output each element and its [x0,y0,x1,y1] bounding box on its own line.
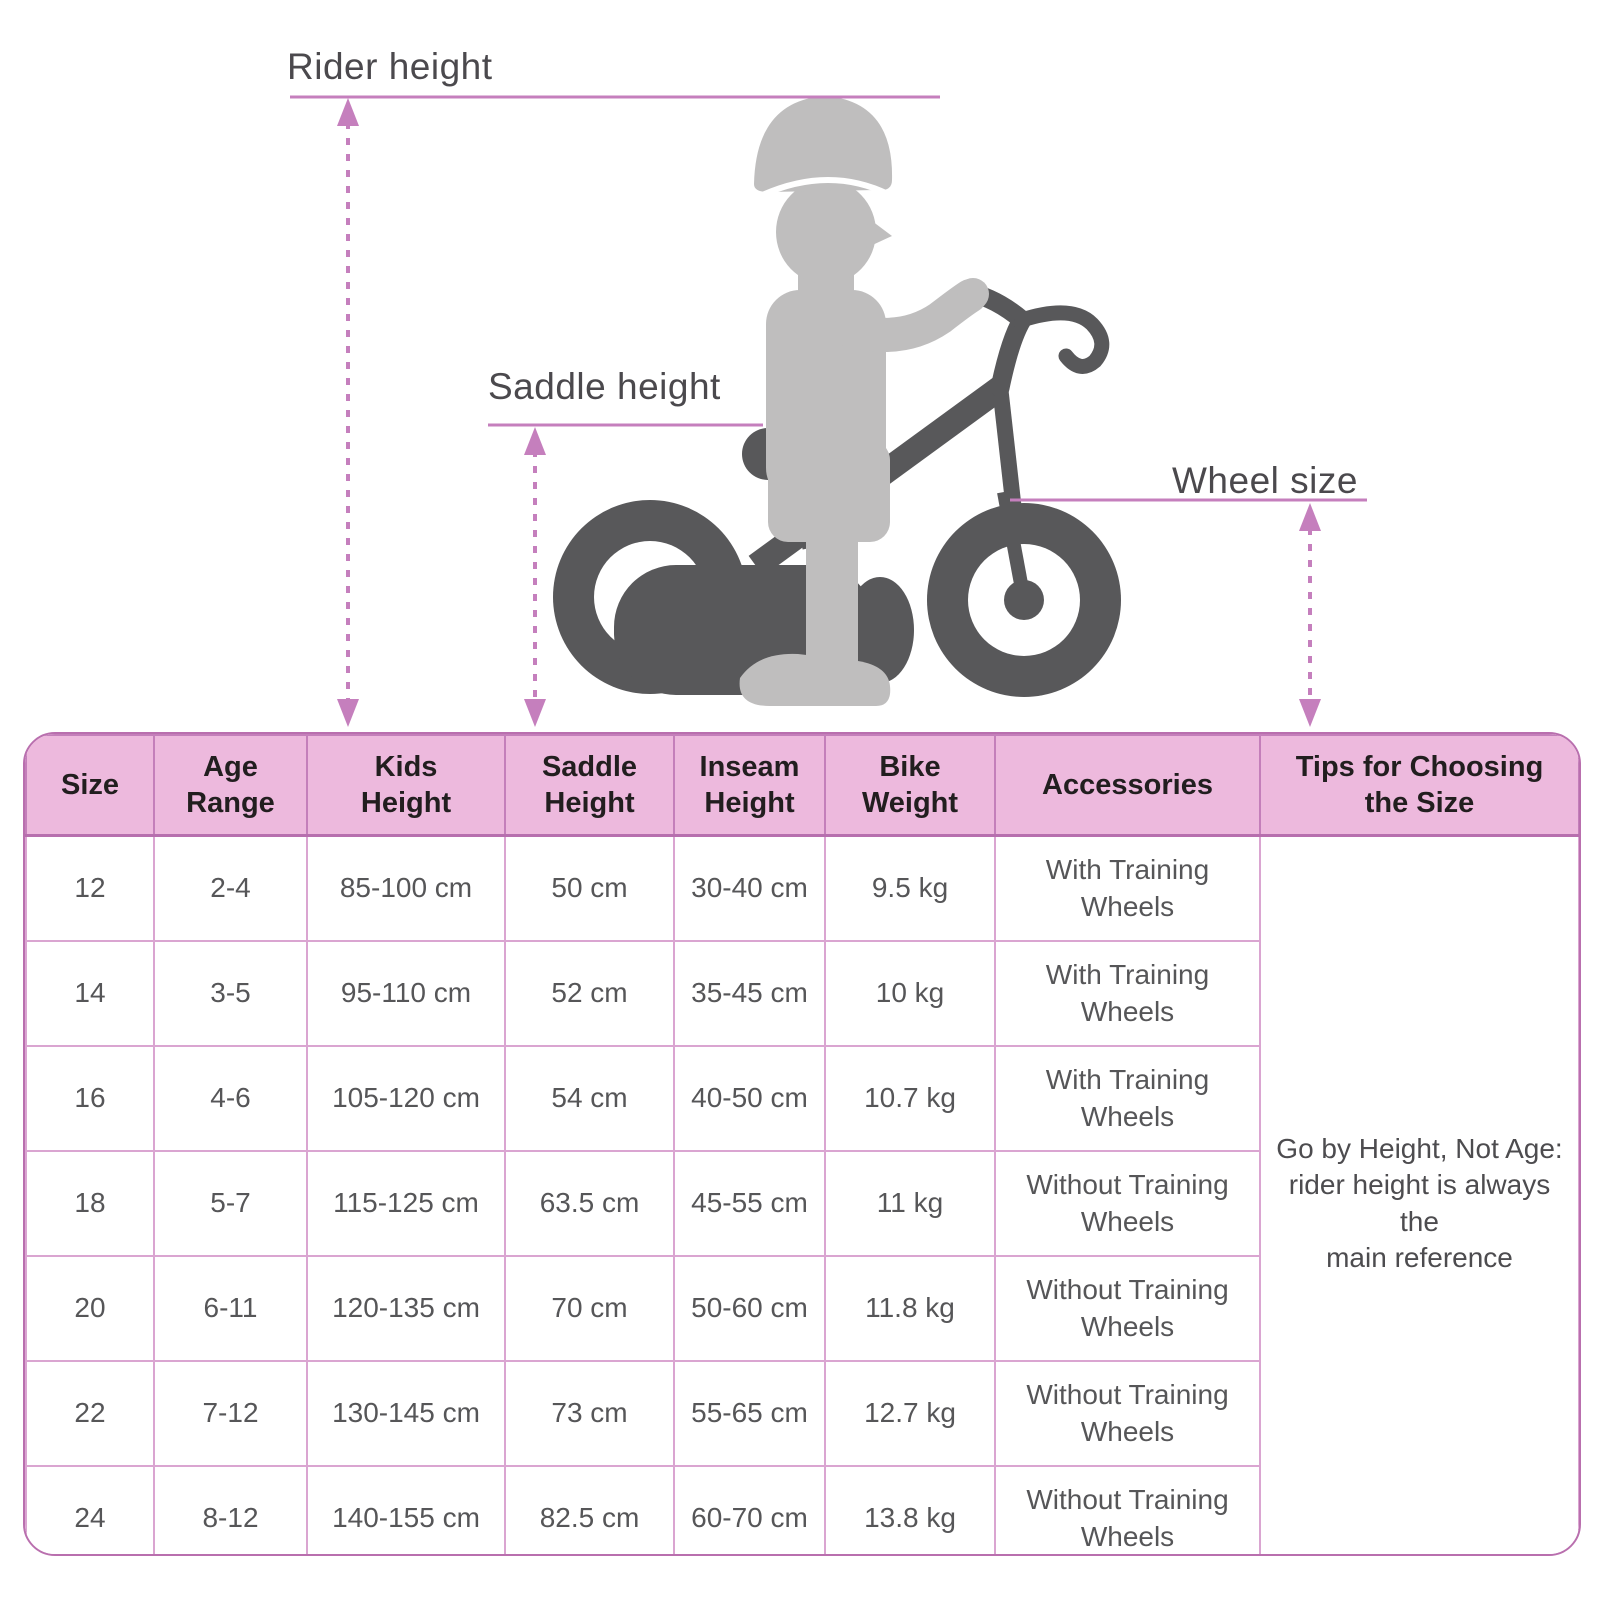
cell-kids-height: 140-155 cm [306,1465,506,1554]
cell-kids-height: 120-135 cm [306,1255,506,1362]
col-header-saddle-height: Saddle Height [504,734,675,837]
cell-bike-weight: 10 kg [824,940,996,1047]
table-row: 20 6-11 120-135 cm 70 cm 50-60 cm 11.8 k… [25,1255,1579,1362]
cell-kids-height: 115-125 cm [306,1150,506,1257]
cell-saddle-height: 73 cm [504,1360,675,1467]
head-icon [776,180,876,284]
cell-saddle-height: 52 cm [504,940,675,1047]
col-header-tips: Tips for Choosing the Size [1259,734,1579,837]
cell-accessories: With Training Wheels [994,834,1261,942]
col-header-bike-weight: Bike Weight [824,734,996,837]
cell-saddle-height: 63.5 cm [504,1150,675,1257]
cell-kids-height: 105-120 cm [306,1045,506,1152]
pedal-icon [846,577,914,683]
bike-fit-illustration: Rider height Saddle height Wheel size [0,0,1600,732]
cell-age-range: 5-7 [153,1150,308,1257]
handlebar-icon [958,282,1110,398]
cell-tips-note: Go by Height, Not Age: rider height is a… [1259,834,1579,1554]
rider-height-arrow [290,95,940,727]
cell-bike-weight: 10.7 kg [824,1045,996,1152]
col-header-kids-height: Kids Height [306,734,506,837]
cell-age-range: 4-6 [153,1045,308,1152]
cell-age-range: 3-5 [153,940,308,1047]
cell-age-range: 2-4 [153,834,308,942]
cell-bike-weight: 11.8 kg [824,1255,996,1362]
table-row: 14 3-5 95-110 cm 52 cm 35-45 cm 10 kg Wi… [25,940,1579,1047]
table-row: 16 4-6 105-120 cm 54 cm 40-50 cm 10.7 kg… [25,1045,1579,1152]
cell-inseam-height: 60-70 cm [673,1465,826,1554]
child-arm [833,278,989,352]
cell-saddle-height: 82.5 cm [504,1465,675,1554]
cell-bike-weight: 13.8 kg [824,1465,996,1554]
saddle-height-arrow [488,423,763,727]
measurement-arrows [290,95,1367,727]
cell-inseam-height: 45-55 cm [673,1150,826,1257]
cell-size: 14 [25,940,155,1047]
wheel-size-label: Wheel size [1172,460,1358,501]
cell-accessories: With Training Wheels [994,940,1261,1047]
table-row: 18 5-7 115-125 cm 63.5 cm 45-55 cm 11 kg… [25,1150,1579,1257]
cell-kids-height: 95-110 cm [306,940,506,1047]
cell-inseam-height: 55-65 cm [673,1360,826,1467]
cell-inseam-height: 40-50 cm [673,1045,826,1152]
cell-size: 18 [25,1150,155,1257]
helmet-icon [754,96,893,192]
rider-height-label: Rider height [287,46,493,87]
hand-icon [957,278,989,310]
child-on-bike-illustration [290,95,1367,727]
cell-accessories: Without Training Wheels [994,1465,1261,1554]
cell-accessories: With Training Wheels [994,1045,1261,1152]
table-row: 12 2-4 85-100 cm 50 cm 30-40 cm 9.5 kg W… [25,834,1579,1554]
cell-kids-height: 85-100 cm [306,834,506,942]
col-header-accessories: Accessories [994,734,1261,837]
cell-saddle-height: 70 cm [504,1255,675,1362]
cell-age-range: 7-12 [153,1360,308,1467]
cell-bike-weight: 9.5 kg [824,834,996,942]
cell-accessories: Without Training Wheels [994,1255,1261,1362]
cell-age-range: 6-11 [153,1255,308,1362]
cell-age-range: 8-12 [153,1465,308,1554]
col-header-size: Size [25,734,155,837]
header-row: Size Age Range Kids Height Saddle Height… [25,734,1579,837]
saddle-height-label: Saddle height [488,366,721,407]
cell-size: 12 [25,834,155,942]
cell-kids-height: 130-145 cm [306,1360,506,1467]
cell-inseam-height: 50-60 cm [673,1255,826,1362]
wheel-size-arrow [1010,498,1367,727]
cell-size: 20 [25,1255,155,1362]
cell-accessories: Without Training Wheels [994,1150,1261,1257]
cell-saddle-height: 50 cm [504,834,675,942]
table-row: 22 7-12 130-145 cm 73 cm 55-65 cm 12.7 k… [25,1360,1579,1467]
cell-size: 22 [25,1360,155,1467]
size-chart-table-container: Size Age Range Kids Height Saddle Height… [23,732,1581,1556]
col-header-inseam-height: Inseam Height [673,734,826,837]
cell-inseam-height: 35-45 cm [673,940,826,1047]
cell-size: 16 [25,1045,155,1152]
table-row: 24 8-12 140-155 cm 82.5 cm 60-70 cm 13.8… [25,1465,1579,1554]
col-header-age-range: Age Range [153,734,308,837]
cell-bike-weight: 11 kg [824,1150,996,1257]
cell-saddle-height: 54 cm [504,1045,675,1152]
cell-accessories: Without Training Wheels [994,1360,1261,1467]
cell-size: 24 [25,1465,155,1554]
size-chart-table: Size Age Range Kids Height Saddle Height… [25,734,1579,1554]
cell-bike-weight: 12.7 kg [824,1360,996,1467]
cell-inseam-height: 30-40 cm [673,834,826,942]
